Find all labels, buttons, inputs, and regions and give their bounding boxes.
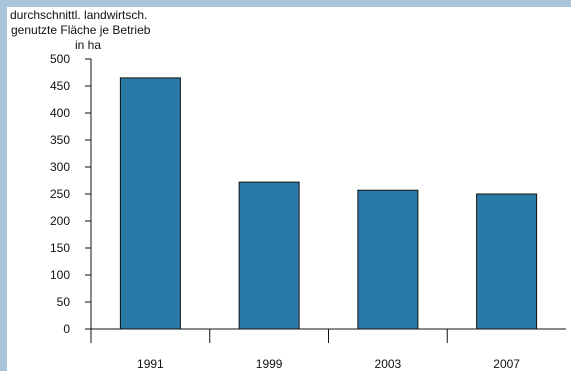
y-axis-title-line-3: in ha	[75, 38, 102, 52]
y-tick-label: 50	[57, 295, 71, 309]
y-tick-label: 400	[50, 106, 70, 120]
y-tick-label: 100	[50, 268, 70, 282]
bar-2003	[357, 189, 419, 330]
y-tick-label: 250	[50, 187, 70, 201]
y-tick-label: 350	[50, 133, 70, 147]
y-axis-title-line-2: genutzte Fläche je Betrieb	[11, 23, 151, 37]
x-tick-label: 2003	[375, 357, 402, 371]
bar-1999	[238, 181, 300, 330]
bar-1991	[119, 77, 181, 330]
bar-2007	[476, 193, 538, 330]
y-tick-label: 450	[50, 79, 70, 93]
y-tick-label: 0	[63, 322, 70, 336]
y-tick-label: 300	[50, 160, 70, 174]
y-axis-title-line-1: durchschnittl. landwirtsch.	[10, 8, 148, 22]
y-tick-label: 500	[50, 52, 70, 66]
frame-border-top	[0, 0, 571, 7]
y-axis-title: durchschnittl. landwirtsch. genutzte Flä…	[10, 8, 150, 53]
x-tick-label: 2007	[493, 357, 520, 371]
x-tick-label: 1991	[137, 357, 164, 371]
frame-border-left	[0, 0, 7, 371]
y-tick-label: 150	[50, 241, 70, 255]
y-tick-label: 200	[50, 214, 70, 228]
x-tick-label: 1999	[256, 357, 283, 371]
